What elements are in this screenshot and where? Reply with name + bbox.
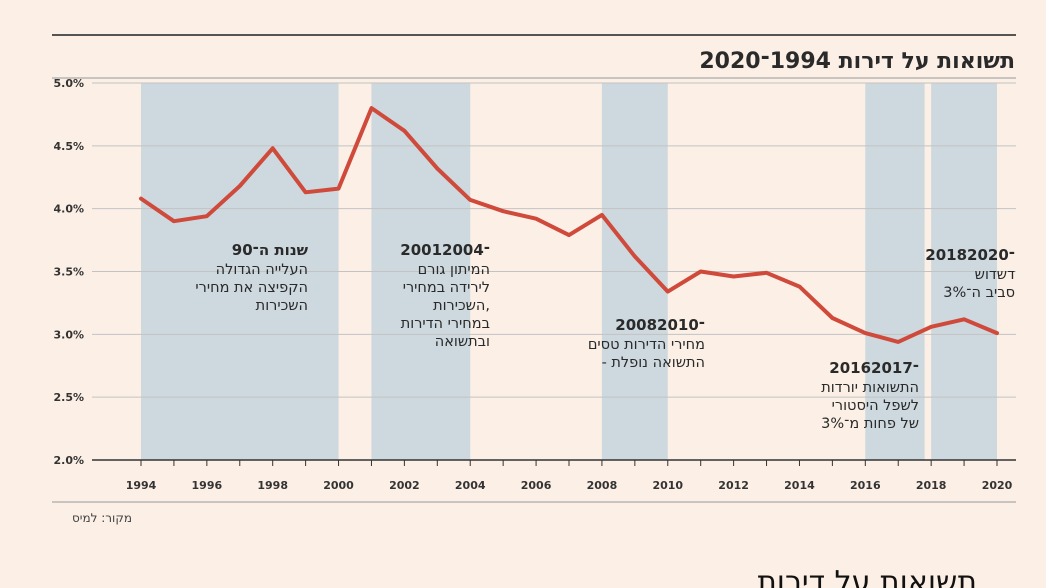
annotation-line: של פחות מ־3%	[821, 416, 919, 432]
y-axis-ticks: 2.0% 2.5% 3.0% 3.5% 4.0% 4.5% 5.0%	[53, 77, 84, 467]
annotation-2001-2004: 2001־2004 המיתון גורם לירידה במחירי השכי…	[400, 241, 490, 350]
annotation-line: סביב ה־3%	[943, 285, 1015, 301]
gridlines	[92, 82, 1016, 461]
y-tick-label: 4.0%	[53, 203, 84, 216]
y-tick-label: 2.5%	[53, 391, 84, 404]
y-tick-label: 3.0%	[53, 328, 84, 341]
annotation-line: התשואות יורדות	[821, 380, 919, 396]
x-tick-label: 2010	[652, 479, 683, 492]
annotation-line: השכירות,	[433, 298, 490, 314]
annotation-line: דשדוש	[975, 267, 1015, 283]
x-tick-label: 2014	[784, 479, 815, 492]
annotation-line: המיתון גורם	[418, 262, 490, 278]
source-note: מקור: למיס	[72, 511, 132, 525]
annotation-line: לשפל היסטורי	[832, 398, 919, 414]
x-tick-label: 2012	[718, 479, 749, 492]
x-tick-label: 2002	[389, 479, 420, 492]
annotation-line: העלייה הגדולה	[216, 262, 308, 278]
x-tick-label: 1994	[126, 479, 157, 492]
page-caption: תשואות על דירות	[757, 565, 977, 588]
yield-series-line	[139, 106, 999, 344]
x-tick-label: 2018	[916, 479, 947, 492]
annotation-line: השכירות	[256, 298, 308, 314]
annotation-heading: 2016־2017	[829, 359, 919, 377]
annotation-line: מחירי הדירות טסים	[588, 337, 705, 353]
annotation-heading: 2018־2020	[925, 246, 1015, 264]
annotation-2016-2017: 2016־2017 התשואות יורדות לשפל היסטורי של…	[821, 359, 919, 432]
y-tick-label: 4.5%	[53, 140, 84, 153]
annotation-line: ובתשואה	[435, 334, 490, 350]
annotation-2008-2010: 2008־2010 מחירי הדירות טסים - התשואה נופ…	[588, 316, 705, 371]
chart-title: תשואות על דירות 1994־2020	[699, 49, 1015, 74]
x-axis-ticks: 1994 1996 1998 2000 2002 2004 2006 2008 2010 2012…	[126, 460, 1013, 492]
annotation-heading: שנות ה־90	[232, 241, 309, 259]
x-tick-label: 2008	[587, 479, 618, 492]
x-tick-label: 1996	[192, 479, 223, 492]
annotation-line: במחירי הדירות	[401, 316, 490, 332]
annotation-line: - התשואה נופלת	[602, 355, 705, 371]
x-tick-label: 2016	[850, 479, 881, 492]
annotation-heading: 2008־2010	[615, 316, 705, 334]
annotation-2018-2020: 2018־2020 דשדוש סביב ה־3%	[925, 246, 1015, 301]
annotation-90s: שנות ה־90 העלייה הגדולה הקפיצה את מחירי …	[195, 241, 308, 314]
x-tick-label: 2004	[455, 479, 486, 492]
x-tick-label: 1998	[257, 479, 288, 492]
x-tick-label: 2000	[323, 479, 354, 492]
annotation-line: הקפיצה את מחירי	[195, 280, 308, 296]
y-tick-label: 2.0%	[53, 454, 84, 467]
y-tick-label: 3.5%	[53, 266, 84, 279]
x-tick-label: 2006	[521, 479, 552, 492]
y-tick-label: 5.0%	[53, 77, 84, 90]
annotation-line: לירידה במחירי	[403, 280, 490, 296]
annotation-heading: 2001־2004	[400, 241, 490, 259]
x-tick-label: 2020	[982, 479, 1013, 492]
